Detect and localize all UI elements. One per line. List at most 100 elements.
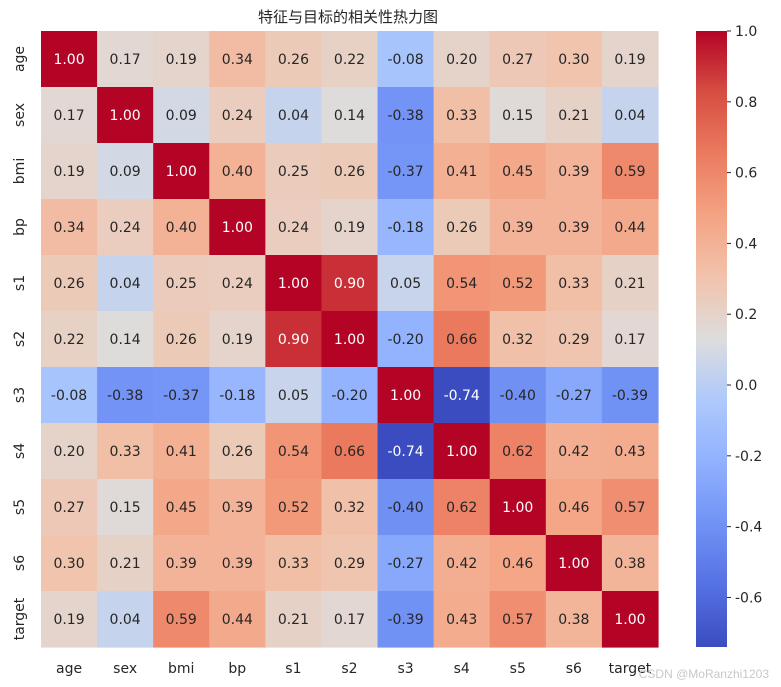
cell-value-label: -0.08 bbox=[51, 388, 87, 404]
cell-value-label: 0.33 bbox=[278, 556, 309, 572]
cell-value-label: 0.27 bbox=[502, 52, 533, 68]
heatmap-cell bbox=[433, 479, 491, 536]
heatmap-cell bbox=[601, 31, 659, 88]
heatmap-cell bbox=[153, 367, 210, 424]
heatmap-cell bbox=[153, 423, 210, 480]
cell-value-label: 0.30 bbox=[558, 52, 589, 68]
heatmap-cell bbox=[321, 143, 379, 200]
heatmap-cell bbox=[41, 591, 98, 648]
cell-value-label: -0.39 bbox=[387, 612, 423, 628]
cell-value-label: 0.42 bbox=[558, 444, 589, 460]
cell-value-label: -0.38 bbox=[387, 108, 423, 124]
heatmap-cell bbox=[489, 591, 547, 648]
heatmap-cell bbox=[489, 255, 547, 312]
cell-value-label: 0.39 bbox=[166, 556, 197, 572]
cell-value-label: 0.04 bbox=[278, 108, 309, 124]
cell-value-label: 0.26 bbox=[334, 164, 365, 180]
heatmap-cell bbox=[433, 31, 491, 88]
heatmap-cell bbox=[489, 367, 547, 424]
heatmap-cell bbox=[97, 255, 154, 312]
cell-value-label: -0.08 bbox=[387, 52, 423, 68]
cell-value-label: 0.39 bbox=[558, 220, 589, 236]
cell-value-label: 0.24 bbox=[222, 276, 253, 292]
cell-value-label: 0.20 bbox=[446, 52, 477, 68]
y-tick-label: s3 bbox=[12, 387, 28, 403]
cell-value-label: -0.39 bbox=[612, 388, 648, 404]
heatmap-cell bbox=[433, 423, 491, 480]
cell-value-label: 0.46 bbox=[502, 556, 533, 572]
cell-value-label: 0.57 bbox=[614, 500, 645, 516]
heatmap-cell bbox=[97, 311, 154, 368]
heatmap-cell bbox=[209, 31, 266, 88]
heatmap-cell bbox=[321, 479, 379, 536]
cell-value-label: 0.52 bbox=[502, 276, 533, 292]
cell-value-label: 0.21 bbox=[558, 108, 589, 124]
cell-value-label: 0.66 bbox=[334, 444, 365, 460]
x-tick-label: s2 bbox=[341, 661, 357, 677]
heatmap-cell bbox=[377, 479, 435, 536]
cell-value-label: 0.26 bbox=[446, 220, 477, 236]
heatmap-cell bbox=[321, 423, 379, 480]
y-tick-label: bp bbox=[12, 218, 28, 236]
cell-value-label: 1.00 bbox=[446, 444, 477, 460]
heatmap-cell bbox=[489, 479, 547, 536]
cell-value-label: 0.22 bbox=[334, 52, 365, 68]
cell-value-label: 0.20 bbox=[53, 444, 84, 460]
cell-value-label: 0.44 bbox=[614, 220, 645, 236]
heatmap-cell bbox=[209, 255, 266, 312]
heatmap-cell bbox=[97, 535, 154, 592]
heatmap-cell bbox=[433, 591, 491, 648]
heatmap-cell bbox=[545, 535, 603, 592]
cell-value-label: 0.25 bbox=[166, 276, 197, 292]
heatmap-cell bbox=[545, 87, 603, 144]
x-tick-label: bmi bbox=[168, 661, 194, 677]
cell-value-label: 0.66 bbox=[446, 332, 477, 348]
heatmap-cell bbox=[97, 367, 154, 424]
heatmap-cell bbox=[265, 423, 323, 480]
cell-value-label: 0.04 bbox=[110, 276, 141, 292]
heatmap-cell bbox=[153, 31, 210, 88]
colorbar-tick-label: 0.6 bbox=[735, 166, 757, 182]
cell-value-label: 0.40 bbox=[222, 164, 253, 180]
heatmap-cell bbox=[377, 87, 435, 144]
heatmap-cell bbox=[489, 535, 547, 592]
heatmap-cell bbox=[265, 535, 323, 592]
heatmap-cell bbox=[265, 255, 323, 312]
cell-value-label: -0.20 bbox=[387, 332, 423, 348]
heatmap-cell bbox=[601, 479, 659, 536]
cell-value-label: 1.00 bbox=[110, 108, 141, 124]
cell-value-label: 0.25 bbox=[278, 164, 309, 180]
colorbar: -0.6 -0.4 -0.2 0.0 0.2 0.4 0.6 0.8 1.0 bbox=[696, 24, 762, 647]
cell-value-label: 0.17 bbox=[53, 108, 84, 124]
heatmap-cell bbox=[489, 199, 547, 256]
cell-value-label: 0.09 bbox=[110, 164, 141, 180]
cell-value-label: 0.44 bbox=[222, 612, 253, 628]
heatmap-cell bbox=[433, 535, 491, 592]
heatmap-cell bbox=[209, 591, 266, 648]
heatmap-cell bbox=[545, 31, 603, 88]
heatmap-cells: 1.00 0.17 0.19 0.34 0.26 0.22 -0.08 0.20 0.27 0.3… bbox=[41, 31, 659, 648]
cell-value-label: 0.17 bbox=[334, 612, 365, 628]
heatmap-cell bbox=[321, 87, 379, 144]
cell-value-label: 0.52 bbox=[278, 500, 309, 516]
cell-value-label: 0.39 bbox=[222, 556, 253, 572]
heatmap-cell bbox=[41, 479, 98, 536]
cell-value-label: 0.15 bbox=[110, 500, 141, 516]
cell-value-label: 0.43 bbox=[614, 444, 645, 460]
heatmap-cell bbox=[545, 479, 603, 536]
heatmap-cell bbox=[209, 535, 266, 592]
heatmap-cell bbox=[377, 199, 435, 256]
cell-value-label: 0.26 bbox=[222, 444, 253, 460]
cell-value-label: -0.37 bbox=[163, 388, 199, 404]
heatmap-cell bbox=[377, 143, 435, 200]
x-tick-label: s1 bbox=[285, 661, 301, 677]
cell-value-label: 0.14 bbox=[334, 108, 365, 124]
cell-value-label: 0.21 bbox=[278, 612, 309, 628]
cell-value-label: 1.00 bbox=[558, 556, 589, 572]
heatmap-cell bbox=[321, 255, 379, 312]
heatmap-cell bbox=[153, 255, 210, 312]
x-tick-label: bp bbox=[228, 661, 246, 677]
y-axis-ticks: age sex bmi bp s1 s2 s3 s4 s5 s6 target bbox=[12, 46, 28, 640]
cell-value-label: 0.90 bbox=[334, 276, 365, 292]
heatmap-cell bbox=[41, 311, 98, 368]
